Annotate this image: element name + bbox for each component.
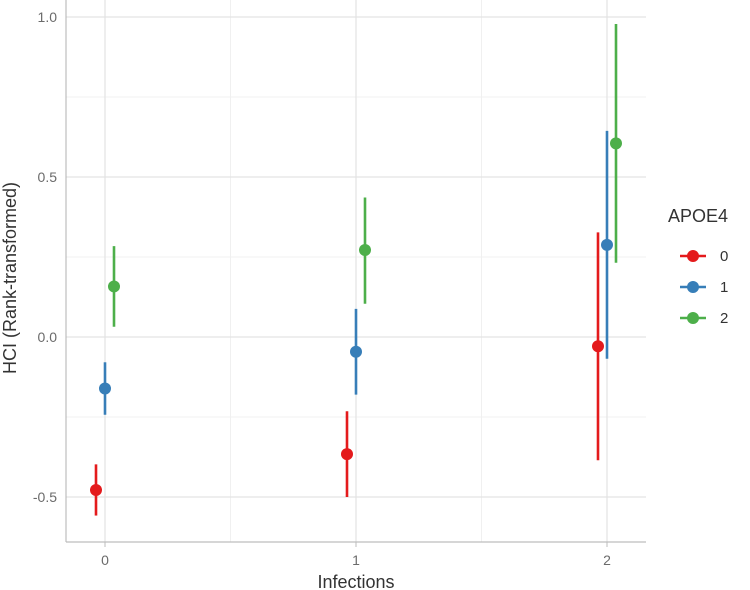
axes: -0.5 0.0 0.5 1.0 0 1 2 [33,0,646,568]
data-point [601,238,613,251]
x-axis-title: Infections [317,572,394,590]
legend-label: 1 [720,279,728,296]
legend-label: 2 [720,310,728,327]
legend-label: 0 [720,248,728,265]
data-point [610,137,622,150]
legend: APOE4 0 1 2 [668,206,728,327]
x-tick-label: 0 [101,552,109,568]
legend-key-point [687,250,699,262]
marks [90,24,622,516]
legend-key-point [687,312,699,324]
y-tick-label: 1.0 [38,9,58,25]
data-point [359,243,371,256]
legend-key-point [687,281,699,293]
legend-title: APOE4 [668,206,728,226]
legend-item-2: 2 [680,310,728,327]
series-2 [108,24,622,327]
data-point [108,280,120,293]
y-tick-label: 0.0 [38,329,58,345]
data-point [99,382,111,395]
data-point [90,483,102,496]
data-point [592,340,604,353]
x-tick-label: 2 [603,552,611,568]
series-0 [90,232,604,516]
x-tick-label: 1 [352,552,360,568]
grid [66,0,646,542]
y-axis-title: HCI (Rank-transformed) [0,182,20,374]
y-tick-label: -0.5 [33,489,57,505]
legend-item-0: 0 [680,248,728,265]
y-tick-label: 0.5 [38,169,58,185]
legend-item-1: 1 [680,279,728,296]
data-point [341,448,353,461]
series-1 [99,130,613,415]
data-point [350,345,362,358]
